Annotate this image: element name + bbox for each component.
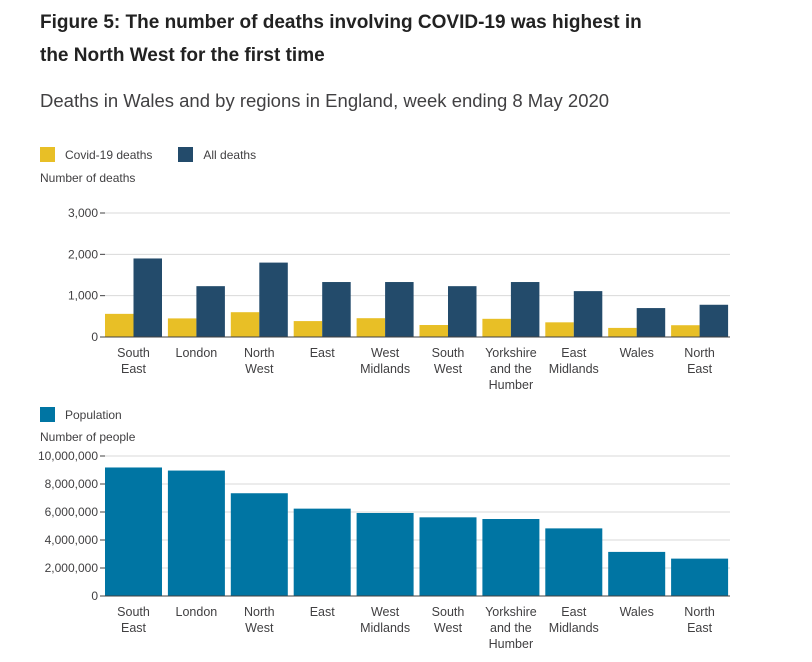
population-x-tick-label: Humber (489, 637, 533, 651)
population-x-tick-label: West (245, 621, 274, 635)
deaths-x-tick-label: Humber (489, 378, 533, 392)
population-x-tick-label: West (434, 621, 463, 635)
deaths-bar-covid-19-deaths (230, 312, 260, 337)
deaths-bar-covid-19-deaths (105, 313, 134, 337)
deaths-bar-covid-19-deaths (419, 325, 448, 337)
legend-label-covid-deaths: Covid-19 deaths (65, 147, 153, 162)
population-x-tick-label: Midlands (549, 621, 599, 635)
deaths-x-tick-label: West (371, 346, 400, 360)
deaths-x-tick-label: South (432, 346, 465, 360)
deaths-bar-all-deaths (385, 282, 414, 337)
legend-swatch-covid-deaths (40, 147, 55, 162)
population-x-tick-label: and the (490, 621, 532, 635)
legend-item-covid-deaths: Covid-19 deaths (40, 147, 152, 162)
population-bar-population (356, 512, 414, 596)
population-x-tick-label: South (432, 605, 465, 619)
population-x-tick-label: Midlands (360, 621, 410, 635)
population-bar-population (419, 517, 477, 596)
deaths-y-tick-label: 1,000 (68, 289, 98, 303)
population-bar-population (608, 551, 666, 596)
deaths-bar-covid-19-deaths (167, 318, 197, 337)
population-bar-chart: 0 2,000,000 4,000,000 6,000,000 8,000,000 10,… (38, 449, 730, 651)
deaths-bar-all-deaths (699, 304, 729, 337)
population-y-tick-label: 2,000,000 (45, 561, 99, 575)
deaths-y-axis-label: Number of deaths (40, 171, 136, 185)
population-x-tick-label: London (176, 605, 218, 619)
population-bar-population (167, 470, 225, 596)
deaths-bar-all-deaths (510, 282, 540, 337)
deaths-bar-chart: 0 1,000 2,000 3,000 South East London North West… (68, 206, 730, 392)
deaths-x-tick-label: West (434, 362, 463, 376)
deaths-y-tick-label: 2,000 (68, 247, 98, 261)
population-x-tick-label: West (371, 605, 400, 619)
population-x-tick-label: East (687, 621, 713, 635)
deaths-x-tick-label: East (561, 346, 587, 360)
deaths-x-tick-label: East (310, 346, 336, 360)
population-y-tick-label: 6,000,000 (45, 505, 99, 519)
population-legend: Population (40, 407, 148, 422)
legend-label-population: Population (65, 407, 122, 422)
deaths-x-tick-label: West (245, 362, 274, 376)
deaths-x-tick-label: East (121, 362, 147, 376)
deaths-x-tick-label: North (684, 346, 715, 360)
population-x-tick-label: East (121, 621, 147, 635)
deaths-bar-all-deaths (133, 258, 162, 337)
population-x-tick-label: North (684, 605, 715, 619)
chart-title: Figure 5: The number of deaths involving… (40, 12, 642, 66)
legend-item-all-deaths: All deaths (178, 147, 256, 162)
population-bar-population (545, 528, 603, 596)
population-bar-population (482, 519, 540, 596)
deaths-bar-covid-19-deaths (545, 322, 574, 337)
deaths-y-tick-label: 0 (91, 330, 98, 344)
population-y-axis-label: Number of people (40, 430, 136, 444)
deaths-legend: Covid-19 deaths All deaths (40, 147, 282, 162)
legend-item-population: Population (40, 407, 122, 422)
deaths-bar-all-deaths (196, 286, 225, 337)
deaths-x-tick-label: London (176, 346, 218, 360)
legend-label-all-deaths: All deaths (203, 147, 257, 162)
deaths-bar-covid-19-deaths (671, 325, 700, 337)
deaths-bar-all-deaths (448, 286, 477, 337)
deaths-x-tick-label: South (117, 346, 150, 360)
chart-subtitle: Deaths in Wales and by regions in Englan… (40, 90, 610, 111)
population-bar-population (105, 467, 162, 596)
population-x-tick-label: Yorkshire (485, 605, 537, 619)
population-y-tick-label: 8,000,000 (45, 477, 99, 491)
deaths-bar-all-deaths (259, 262, 288, 337)
deaths-bar-all-deaths (322, 282, 351, 337)
deaths-x-tick-label: Midlands (360, 362, 410, 376)
population-x-tick-label: Wales (620, 605, 654, 619)
deaths-x-tick-label: Yorkshire (485, 346, 537, 360)
population-y-tick-label: 0 (91, 589, 98, 603)
legend-swatch-population (40, 407, 55, 422)
deaths-x-tick-label: East (687, 362, 713, 376)
deaths-x-tick-label: North (244, 346, 275, 360)
deaths-x-tick-label: Wales (620, 346, 654, 360)
population-bar-population (293, 508, 351, 596)
deaths-bar-covid-19-deaths (356, 318, 386, 337)
deaths-bar-all-deaths (573, 291, 603, 337)
deaths-bar-covid-19-deaths (608, 327, 637, 337)
population-y-tick-label: 10,000,000 (38, 449, 98, 463)
population-x-tick-label: East (310, 605, 336, 619)
deaths-bar-covid-19-deaths (482, 318, 511, 337)
population-x-tick-label: North (244, 605, 275, 619)
deaths-bar-covid-19-deaths (293, 321, 323, 337)
population-bar-population (671, 558, 729, 596)
deaths-x-tick-label: and the (490, 362, 532, 376)
population-bar-population (230, 493, 288, 596)
population-x-tick-label: East (561, 605, 587, 619)
deaths-y-tick-label: 3,000 (68, 206, 98, 220)
deaths-bar-all-deaths (636, 308, 666, 337)
deaths-x-tick-label: Midlands (549, 362, 599, 376)
population-x-tick-label: South (117, 605, 150, 619)
population-y-tick-label: 4,000,000 (45, 533, 99, 547)
legend-swatch-all-deaths (178, 147, 194, 162)
